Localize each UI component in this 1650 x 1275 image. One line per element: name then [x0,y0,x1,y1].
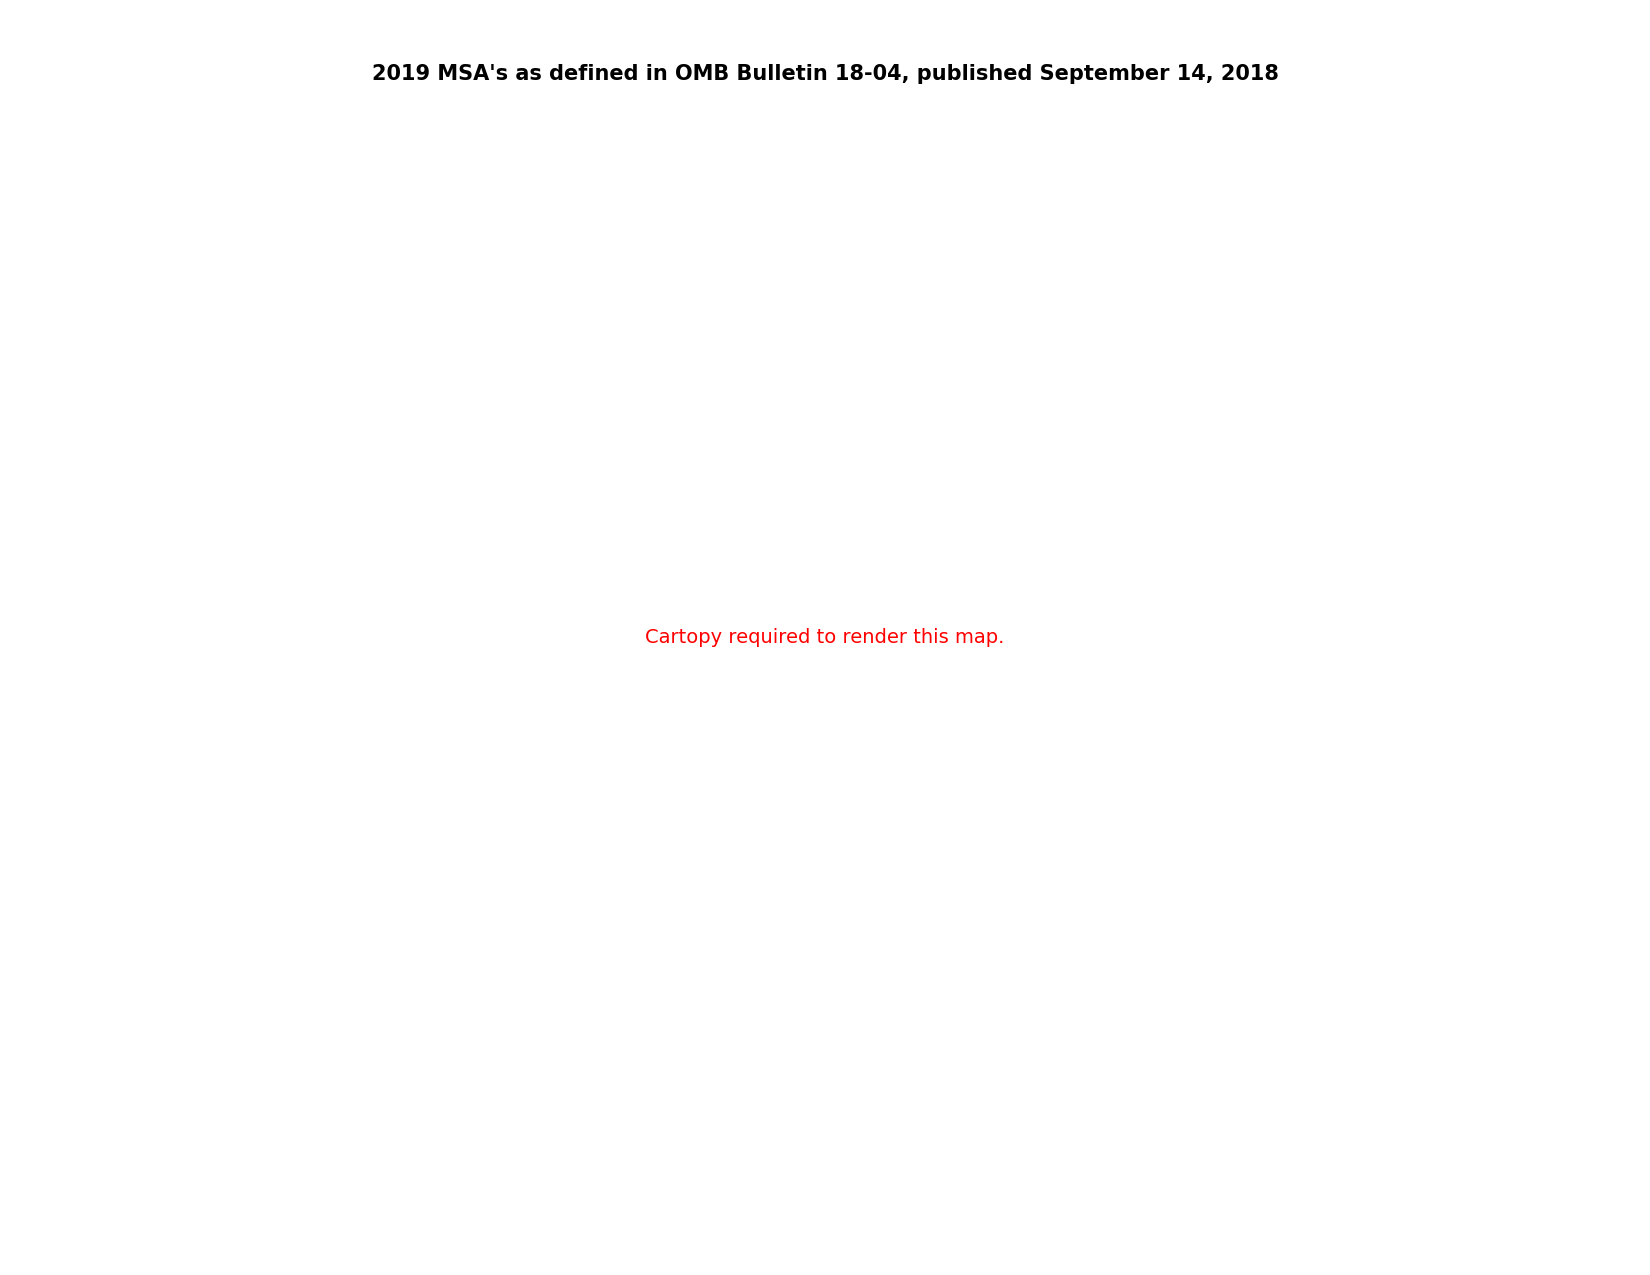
Text: 2019 MSA's as defined in OMB Bulletin 18-04, published September 14, 2018: 2019 MSA's as defined in OMB Bulletin 18… [371,64,1279,84]
Text: Cartopy required to render this map.: Cartopy required to render this map. [645,629,1005,646]
